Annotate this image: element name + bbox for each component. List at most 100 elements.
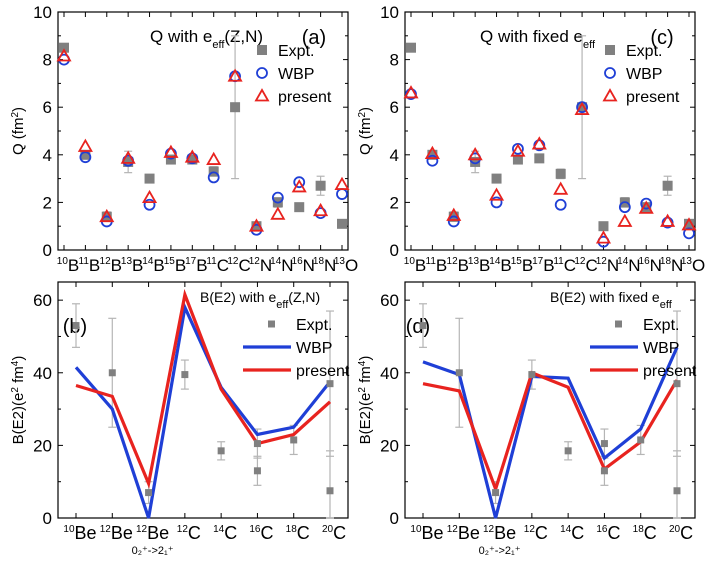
x-category-mass: 12 — [447, 256, 459, 267]
panel-label: (d) — [406, 316, 430, 338]
wbp-point — [490, 196, 503, 209]
x-category-label: 11B — [79, 256, 101, 275]
expt-point — [187, 154, 198, 165]
x-category-mass: 12 — [249, 256, 261, 267]
x-category-element: Be — [494, 523, 516, 543]
x-category-mass: 10 — [57, 256, 69, 267]
x-category-mass: 12 — [524, 524, 536, 535]
expt-point — [600, 467, 608, 475]
panel-title: B(E2) with fixed eeff — [550, 289, 673, 311]
y-tick-label: 10 — [33, 3, 52, 22]
expt-point — [419, 322, 427, 330]
x-category-element: N — [650, 256, 662, 275]
present-point — [660, 213, 676, 227]
present-point — [206, 151, 222, 165]
legend-present-marker — [602, 88, 618, 102]
present-point — [638, 200, 654, 214]
expt-point — [534, 153, 545, 164]
y-axis-label-main: B(E2)(e — [357, 393, 374, 445]
x-category-label: 16N — [639, 256, 662, 275]
y-tick-label: 4 — [43, 146, 52, 165]
wbp-point — [640, 197, 653, 210]
y-tick-label: 20 — [380, 436, 399, 455]
y-tick-label: 0 — [43, 509, 52, 528]
x-category-element: N — [324, 256, 336, 275]
panel-title-main: Q with e — [150, 27, 212, 46]
y-tick-label: 0 — [390, 241, 399, 260]
expt-point — [598, 221, 609, 232]
legend-label-present: present — [643, 363, 697, 380]
y-axis-label-sup: 2 — [357, 387, 368, 393]
x-category-label: 17B — [185, 256, 207, 275]
y-tick-label: 6 — [390, 98, 399, 117]
x-category-element: C — [217, 256, 229, 275]
x-category-mass: 18 — [286, 524, 298, 535]
panel-title: B(E2) with eeff(Z,N) — [200, 289, 320, 311]
x-category-label: 12C — [524, 523, 548, 543]
y-axis-label: Q (fm2) — [10, 107, 28, 155]
x-category-mass: 12 — [596, 256, 608, 267]
x-category-mass: 14 — [213, 524, 225, 535]
x-category-label: 10B — [57, 256, 79, 275]
panel-title-sub: eff — [212, 39, 225, 51]
x-category-label: 18N — [660, 256, 683, 275]
x-category-label: 12Be — [100, 523, 133, 543]
x-category-element: Be — [147, 523, 169, 543]
x-category-mass: 12 — [100, 256, 112, 267]
y-axis-label-tail: ) — [357, 107, 374, 112]
y-axis-label-tail: ) — [10, 107, 27, 112]
panel-label: (a) — [302, 27, 326, 49]
present-point — [227, 68, 243, 82]
y-tick-label: 60 — [380, 291, 399, 310]
x-category-element: B — [89, 256, 100, 275]
y-tick-label: 40 — [380, 364, 399, 383]
panel-title-sub: eff — [583, 39, 596, 51]
present-point — [163, 144, 179, 158]
present-point — [531, 136, 547, 150]
legend-label-wbp: WBP — [296, 340, 332, 357]
y-tick-label: 10 — [380, 3, 399, 22]
expt-point — [80, 149, 91, 160]
legend-wbp-marker — [604, 67, 616, 79]
x-category-mass: 12 — [227, 256, 239, 267]
x-category-element: B — [479, 256, 490, 275]
x-category-label: 10B — [404, 256, 426, 275]
present-point — [595, 230, 612, 244]
expt-point — [108, 369, 116, 377]
y-axis-label-tail: ) — [357, 356, 374, 361]
legend-label-wbp: WBP — [626, 66, 662, 83]
expt-point — [427, 149, 438, 160]
x-category-mass: 12 — [177, 524, 189, 535]
x-category-mass: 12 — [483, 524, 495, 535]
present-point — [488, 187, 505, 201]
wbp-point — [271, 191, 284, 204]
x-category-mass: 16 — [292, 256, 304, 267]
expt-point — [455, 369, 463, 377]
x-category-element: B — [175, 256, 186, 275]
x-category-element: C — [680, 523, 693, 543]
x-category-element: N — [607, 256, 619, 275]
x-category-mass: 10 — [404, 256, 416, 267]
x-category-mass: 12 — [100, 524, 112, 535]
y-tick-label: 40 — [33, 364, 52, 383]
expt-point — [577, 102, 588, 113]
x-category-label: 10Be — [63, 523, 96, 543]
x-category-label: 18C — [286, 523, 310, 543]
present-point — [617, 213, 633, 227]
x-category-element: C — [571, 523, 584, 543]
present-point — [424, 145, 440, 160]
present-point — [334, 176, 350, 190]
y-axis-label-sup: 2 — [10, 387, 21, 393]
expt-point — [555, 168, 566, 179]
expt-point — [470, 156, 481, 167]
wbp-point — [447, 215, 460, 228]
expt-point — [59, 42, 69, 53]
y-axis-label-mid: fm — [357, 366, 374, 387]
x-category-element: C — [535, 523, 548, 543]
x-category-label: 16N — [292, 256, 315, 275]
x-category-mass: 11 — [206, 256, 217, 267]
expt-point — [253, 467, 261, 475]
x-category-element: B — [153, 256, 164, 275]
wbp-point — [618, 201, 631, 214]
